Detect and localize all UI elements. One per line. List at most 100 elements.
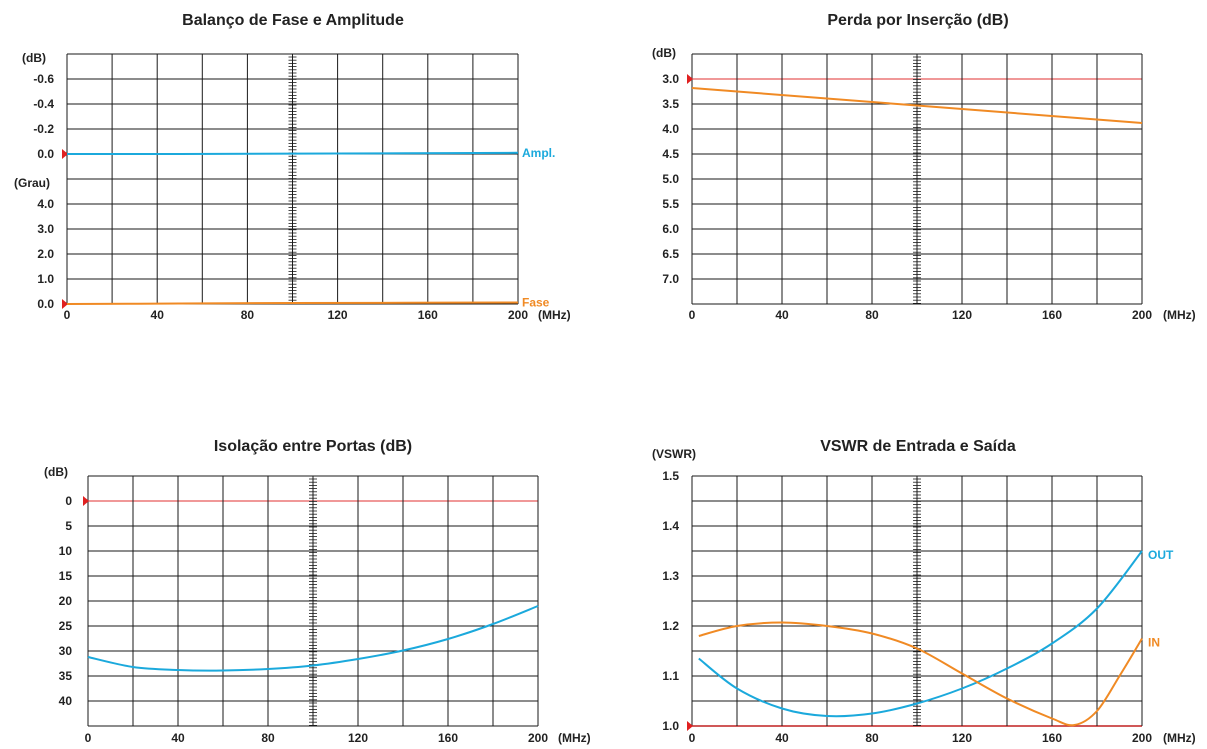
y-tick-label: 5.0 [662, 172, 679, 186]
y-tick-label: -0.2 [33, 122, 54, 136]
y-tick-label: 1.4 [662, 519, 679, 533]
y-tick-label: -0.6 [33, 72, 54, 86]
y-tick-label: 5 [65, 519, 72, 533]
y-tick-label: 4.5 [662, 147, 679, 161]
x-tick-label: 80 [261, 731, 275, 745]
y-tick-label: 5.5 [662, 197, 679, 211]
series-line [66, 151, 519, 156]
x-tick-label: 120 [348, 731, 368, 745]
y-tick-label: 10 [59, 544, 73, 558]
chart-vswr: VSWR de Entrada e Saída (VSWR) (MHz) 1.5… [652, 438, 1196, 745]
x-tick-label: 120 [952, 308, 972, 322]
chart-title: Isolação entre Portas (dB) [214, 438, 412, 455]
grid [691, 53, 1143, 305]
grid [87, 475, 539, 727]
y-tick-label: 0.0 [37, 297, 54, 311]
series: Ampl. Fase [66, 146, 555, 310]
series-line [66, 301, 519, 305]
y-tick-label: 1.1 [662, 669, 679, 683]
x-tick-label: 80 [865, 308, 879, 322]
x-tick-label: 0 [85, 731, 92, 745]
x-tick-label: 0 [689, 308, 696, 322]
x-tick-label: 80 [865, 731, 879, 745]
tick-labels: 3.0 3.5 4.0 4.5 5.0 5.5 6.0 6.5 7.0 0 40 80 120 160 20… [662, 72, 1152, 322]
tick-labels: 0 5 10 15 20 25 30 35 40 0 40 80 120 160 200 [59, 494, 549, 745]
x-unit: (MHz) [1163, 308, 1196, 322]
y-tick-label: 3.5 [662, 97, 679, 111]
y-tick-label: -0.4 [33, 97, 54, 111]
x-tick-label: 0 [689, 731, 696, 745]
chart-title: VSWR de Entrada e Saída [820, 438, 1016, 455]
y-tick-label: 0 [65, 494, 72, 508]
y-tick-label: 3.0 [662, 72, 679, 86]
chart-title: Balanço de Fase e Amplitude [182, 12, 404, 29]
x-tick-label: 40 [775, 731, 789, 745]
y-unit: (dB) [652, 46, 676, 60]
chart-port-isolation: Isolação entre Portas (dB) (dB) (MHz) 0 5… [44, 438, 591, 745]
reference-marker [687, 721, 693, 731]
x-unit: (MHz) [538, 308, 571, 322]
reference-marker [62, 149, 68, 159]
series-label: IN [1148, 636, 1160, 650]
x-tick-label: 40 [775, 308, 789, 322]
x-tick-label: 40 [171, 731, 185, 745]
y-unit: (VSWR) [652, 447, 696, 461]
y-unit: (dB) [44, 465, 68, 479]
y-tick-label: 4.0 [662, 122, 679, 136]
x-unit: (MHz) [558, 731, 591, 745]
y-tick-label: 1.5 [662, 469, 679, 483]
grid [66, 53, 519, 305]
chart-insertion-loss: Perda por Inserção (dB) (dB) (MHz) 3.03.… [652, 12, 1196, 322]
series-label: Fase [522, 296, 550, 310]
reference-marker [62, 299, 68, 309]
y-tick-label: 3.0 [37, 222, 54, 236]
y-tick-label: 1.3 [662, 569, 679, 583]
series-label: OUT [1148, 548, 1174, 562]
y-tick-label: 25 [59, 619, 73, 633]
upper-y-unit: (dB) [22, 51, 46, 65]
chart-title: Perda por Inserção (dB) [827, 12, 1008, 29]
series-label: Ampl. [522, 146, 555, 160]
series-line [698, 550, 1143, 718]
series-line [691, 87, 1143, 124]
y-tick-label: 35 [59, 669, 73, 683]
x-tick-label: 200 [508, 308, 528, 322]
x-tick-label: 80 [241, 308, 255, 322]
y-tick-label: 1.0 [662, 719, 679, 733]
x-tick-label: 160 [418, 308, 438, 322]
y-tick-label: 4.0 [37, 197, 54, 211]
y-tick-label: 6.5 [662, 247, 679, 261]
y-tick-label: 2.0 [37, 247, 54, 261]
x-tick-label: 0 [64, 308, 71, 322]
y-tick-label: 7.0 [662, 272, 679, 286]
series-line [698, 621, 1143, 727]
series-line [87, 605, 539, 672]
series [691, 87, 1143, 124]
x-tick-label: 160 [1042, 308, 1062, 322]
x-tick-label: 200 [528, 731, 548, 745]
y-tick-label: 1.0 [37, 272, 54, 286]
tick-labels: 1.5 1.4 1.3 1.2 1.1 1.0 0 40 80 120 160 200 [662, 469, 1152, 745]
lower-y-unit: (Grau) [14, 176, 50, 190]
y-tick-label: 6.0 [662, 222, 679, 236]
y-tick-label: 30 [59, 644, 73, 658]
x-tick-label: 160 [1042, 731, 1062, 745]
y-tick-label: 15 [59, 569, 73, 583]
grid [691, 475, 1143, 727]
x-tick-label: 120 [952, 731, 972, 745]
x-tick-label: 120 [328, 308, 348, 322]
y-tick-label: 20 [59, 594, 73, 608]
series: OUT IN [698, 548, 1174, 727]
x-tick-label: 200 [1132, 308, 1152, 322]
reference-marker [687, 74, 693, 84]
x-tick-label: 200 [1132, 731, 1152, 745]
y-tick-label: 1.2 [662, 619, 679, 633]
tick-labels: -0.6 -0.4 -0.2 0.0 4.0 3.0 2.0 1.0 0.0 0 40 80 120 16… [33, 72, 528, 322]
reference-marker [83, 496, 89, 506]
series [87, 605, 539, 672]
y-tick-label: 0.0 [37, 147, 54, 161]
x-tick-label: 40 [151, 308, 165, 322]
x-tick-label: 160 [438, 731, 458, 745]
chart-phase-amplitude-balance: Balanço de Fase e Amplitude (dB) (Grau) … [14, 12, 571, 322]
